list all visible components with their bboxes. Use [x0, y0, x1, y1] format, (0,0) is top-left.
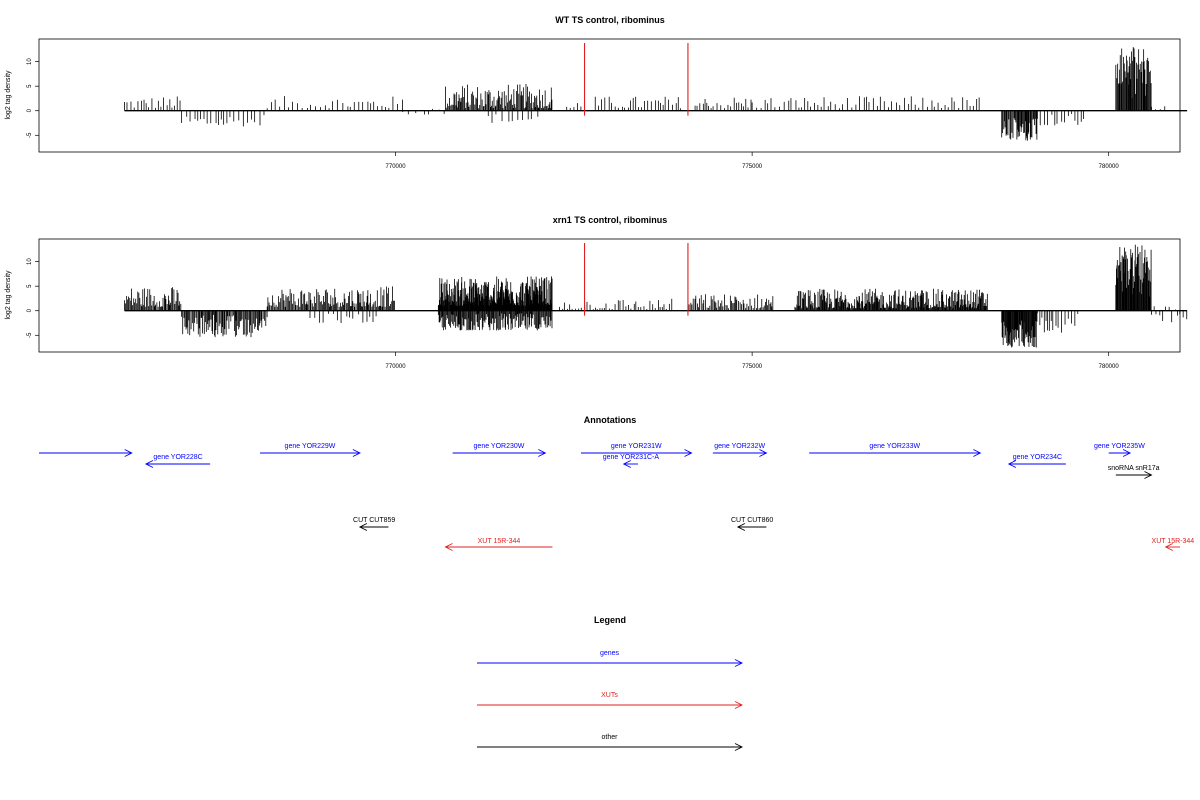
wt-coverage-bars [124, 47, 1188, 141]
annotation-feature: gene YOR231C-A [603, 454, 660, 468]
feature-arrow-head [622, 460, 631, 468]
annotation-feature: CUT CUT860 [731, 517, 773, 531]
y-tick-label: 0 [27, 108, 33, 112]
annotation-features: gene YOR228C gene YOR229W gene YOR230W gene… [39, 443, 1194, 551]
feature-label: gene YOR232W [714, 443, 765, 450]
xrn1-position-markers [583, 243, 689, 316]
x-tick-label: 775000 [742, 364, 763, 370]
legend-item: genes [477, 650, 744, 667]
annotations-title: Annotations [584, 415, 637, 425]
wt-track-panel: WT TS control, ribominus log2 tag densit… [5, 15, 1188, 170]
x-tick-label: 770000 [386, 164, 407, 170]
feature-label: snoRNA snR17a [1108, 465, 1160, 472]
wt-plot-frame [38, 38, 1181, 153]
feature-label: gene YOR234C [1013, 454, 1062, 461]
annotation-feature: XUT 15R-344 [444, 538, 553, 551]
wt-y-axis: 10 5 0 -5 [27, 58, 39, 138]
feature-arrow-head [124, 449, 133, 457]
annotation-feature: CUT CUT859 [353, 517, 395, 531]
feature-arrow-head [736, 523, 746, 531]
y-tick-label: 5 [27, 284, 33, 288]
annotation-feature: gene YOR233W [809, 443, 982, 457]
y-tick-label: 5 [27, 84, 33, 88]
feature-label: gene YOR235W [1094, 443, 1145, 450]
legend-arrow-head [734, 659, 744, 667]
annotation-feature: gene YOR229W [260, 443, 361, 457]
feature-arrow-head [1122, 449, 1132, 457]
legend-item: other [477, 734, 744, 751]
feature-arrow-head [759, 449, 768, 457]
legend-title: Legend [594, 615, 626, 625]
feature-arrow-head [1164, 543, 1173, 551]
legend-label: other [602, 734, 619, 741]
feature-arrow-head [973, 449, 982, 457]
annotation-feature: gene YOR230W [452, 443, 547, 457]
feature-arrow-head [444, 543, 453, 551]
feature-label: gene YOR230W [474, 443, 525, 450]
wt-track-title: WT TS control, ribominus [555, 15, 665, 25]
feature-label: CUT CUT859 [353, 517, 395, 524]
y-tick-label: -5 [27, 132, 33, 138]
annotation-feature: gene YOR234C [1007, 454, 1066, 468]
legend-label: XUTs [601, 692, 618, 699]
x-tick-label: 770000 [386, 364, 407, 370]
xrn1-y-axis: 10 5 0 -5 [27, 258, 39, 338]
annotation-feature: gene YOR228C [144, 454, 211, 468]
legend-arrow-head [734, 701, 744, 709]
x-tick-label: 775000 [742, 164, 763, 170]
y-tick-label: 10 [27, 58, 33, 65]
feature-arrow-head [538, 449, 547, 457]
y-tick-label: 10 [27, 258, 33, 265]
annotation-feature: XUT 15R-344 [1152, 538, 1195, 551]
feature-label: gene YOR233W [869, 443, 920, 450]
xrn1-plot-frame [38, 238, 1181, 353]
legend-items: genes XUTs other [477, 650, 744, 751]
annotation-feature: snoRNA snR17a [1108, 465, 1160, 479]
feature-label: gene YOR231W [611, 443, 662, 450]
feature-label: CUT CUT860 [731, 517, 773, 524]
xrn1-track-panel: xrn1 TS control, ribominus log2 tag dens… [5, 215, 1188, 370]
feature-label: gene YOR231C-A [603, 454, 660, 461]
feature-arrow-head [352, 449, 361, 457]
feature-arrow-head [684, 449, 693, 457]
wt-position-markers [583, 43, 689, 116]
annotation-feature: gene YOR232W [712, 443, 768, 457]
feature-label: gene YOR229W [285, 443, 336, 450]
annotation-feature [39, 449, 133, 457]
xrn1-y-axis-label: log2 tag density [5, 270, 12, 320]
xrn1-track-title: xrn1 TS control, ribominus [553, 215, 668, 225]
y-tick-label: 0 [27, 308, 33, 312]
legend: Legend genes XUTs other [477, 615, 744, 751]
xrn1-x-axis: 770000 775000 780000 [386, 352, 1120, 370]
wt-y-axis-label: log2 tag density [5, 70, 12, 120]
legend-arrow-head [734, 743, 744, 751]
feature-arrow-head [358, 523, 368, 531]
x-tick-label: 780000 [1099, 164, 1120, 170]
feature-arrow-head [1007, 460, 1017, 468]
y-tick-label: -5 [27, 332, 33, 338]
feature-arrow-head [1144, 471, 1153, 479]
annotation-feature: gene YOR231W [580, 443, 693, 457]
legend-label: genes [600, 650, 620, 657]
x-tick-label: 780000 [1099, 364, 1120, 370]
feature-label: XUT 15R-344 [1152, 538, 1195, 545]
feature-label: XUT 15R-344 [478, 538, 521, 545]
wt-x-axis: 770000 775000 780000 [386, 152, 1120, 170]
feature-arrow-head [144, 460, 154, 468]
annotation-feature: gene YOR235W [1094, 443, 1145, 457]
feature-label: gene YOR228C [153, 454, 202, 461]
legend-item: XUTs [477, 692, 744, 709]
xrn1-coverage-bars [124, 244, 1188, 348]
